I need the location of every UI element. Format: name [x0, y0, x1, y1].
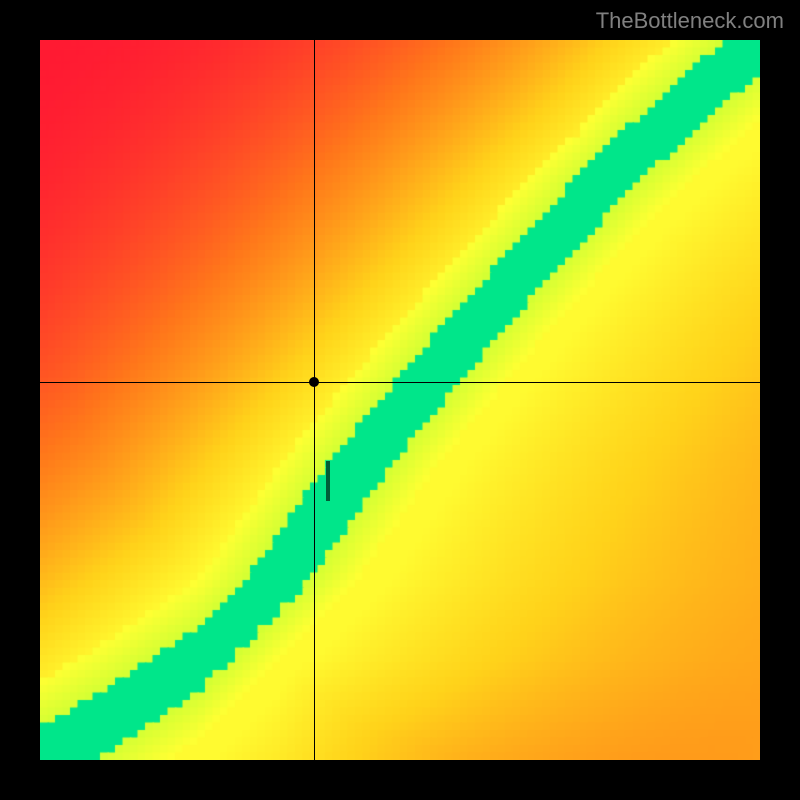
ridge-segment	[326, 461, 330, 501]
marker-dot	[309, 377, 319, 387]
crosshair-vertical	[314, 40, 315, 760]
watermark-text: TheBottleneck.com	[596, 8, 784, 34]
plot-area	[40, 40, 760, 760]
crosshair-horizontal	[40, 382, 760, 383]
heatmap-canvas	[40, 40, 760, 760]
